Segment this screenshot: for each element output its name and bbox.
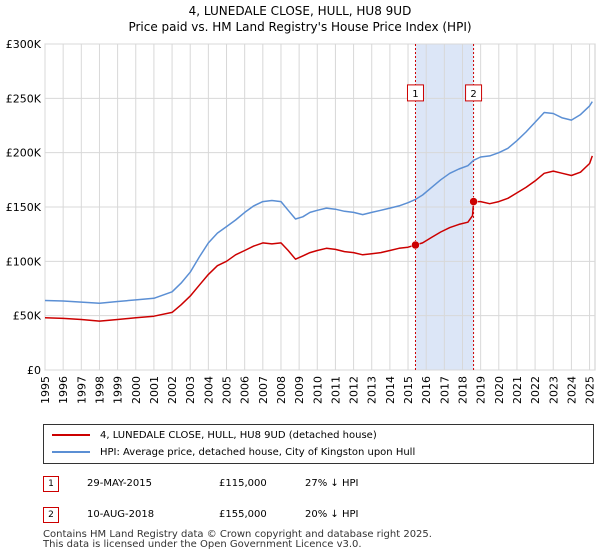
sale-row: 2 10-AUG-2018 £155,000 20% ↓ HPI <box>43 505 594 525</box>
x-tick-label: 2000 <box>130 376 143 404</box>
hpi-series-line <box>44 101 593 304</box>
sale-badge-box <box>406 84 424 102</box>
x-tick-label: 2007 <box>257 376 270 404</box>
x-tick-label: 2024 <box>565 376 578 404</box>
sale-badge-label: 1 <box>412 89 418 100</box>
sale-hpi-diff: 20% ↓ HPI <box>305 509 359 520</box>
y-tick-label: £150K <box>6 201 42 214</box>
x-tick-label: 2019 <box>475 376 488 404</box>
y-tick-label: £250K <box>6 92 42 105</box>
footer-line2: This data is licensed under the Open Gov… <box>43 539 362 550</box>
x-tick-label: 2012 <box>348 376 361 404</box>
x-tick-label: 1999 <box>112 376 125 404</box>
x-tick-label: 2018 <box>456 376 469 404</box>
x-tick-label: 2023 <box>547 376 560 404</box>
legend-label-hpi: HPI: Average price, detached house, City… <box>100 447 416 458</box>
x-tick-label: 2016 <box>420 376 433 404</box>
x-tick-label: 2025 <box>584 376 597 404</box>
price-chart: £0 £50K £100K £150K £200K £250K £300K 1995 1996 1… <box>6 38 597 404</box>
x-tick-label: 2010 <box>311 376 324 404</box>
x-tick-label: 2002 <box>166 376 179 404</box>
x-tick-label: 2009 <box>293 376 306 404</box>
y-tick-label: £50K <box>13 310 42 323</box>
x-tick-label: 2003 <box>184 376 197 404</box>
y-tick-label: £300K <box>6 38 42 51</box>
x-tick-label: 1995 <box>39 376 52 404</box>
x-tick-label: 1996 <box>57 376 70 404</box>
sale-badge-label: 2 <box>470 89 476 100</box>
x-tick-label: 2006 <box>239 376 252 404</box>
x-tick-label: 2004 <box>202 376 215 404</box>
footer-line1: Contains HM Land Registry data © Crown c… <box>43 529 432 540</box>
sale-badge-box <box>465 84 483 102</box>
sale-hpi-diff: 27% ↓ HPI <box>305 478 359 489</box>
x-tick-label: 2011 <box>329 376 342 404</box>
x-tick-label: 2021 <box>511 376 524 404</box>
x-tick-label: 2014 <box>384 376 397 404</box>
chart-title-line1: 4, LUNEDALE CLOSE, HULL, HU8 9UD <box>188 4 412 18</box>
sale-row: 1 29-MAY-2015 £115,000 27% ↓ HPI <box>43 474 594 494</box>
legend-swatch-property <box>52 434 90 436</box>
sale-point <box>469 197 478 206</box>
x-tick-label: 2015 <box>402 376 415 404</box>
x-tick-label: 1997 <box>75 376 88 404</box>
legend-swatch-hpi <box>52 451 90 453</box>
chart-title: 4, LUNEDALE CLOSE, HULL, HU8 9UD Price p… <box>0 3 600 35</box>
y-tick-label: £100K <box>6 255 42 268</box>
sale-badge: 1 <box>43 476 59 492</box>
y-tick-label: £0 <box>27 364 41 377</box>
sale-price: £155,000 <box>219 509 267 520</box>
x-tick-label: 2020 <box>493 376 506 404</box>
legend-item-hpi: HPI: Average price, detached house, City… <box>52 445 415 461</box>
legend-item-property: 4, LUNEDALE CLOSE, HULL, HU8 9UD (detach… <box>52 428 377 444</box>
sale-price: £115,000 <box>219 478 267 489</box>
x-tick-label: 2005 <box>221 376 234 404</box>
sale-date: 10-AUG-2018 <box>87 509 155 520</box>
y-tick-label: £200K <box>6 147 42 160</box>
sale-badge: 2 <box>43 507 59 523</box>
x-tick-label: 2001 <box>148 376 161 404</box>
chart-subtitle: Price paid vs. HM Land Registry's House … <box>128 20 472 34</box>
legend-label-property: 4, LUNEDALE CLOSE, HULL, HU8 9UD (detach… <box>100 430 377 441</box>
x-tick-label: 2008 <box>275 376 288 404</box>
sale-date: 29-MAY-2015 <box>87 478 153 489</box>
legend: 4, LUNEDALE CLOSE, HULL, HU8 9UD (detach… <box>43 424 594 464</box>
x-tick-label: 1998 <box>93 376 106 404</box>
sale-point <box>411 240 420 250</box>
footer: Contains HM Land Registry data © Crown c… <box>43 530 432 550</box>
x-tick-label: 2017 <box>438 376 451 404</box>
x-tick-label: 2022 <box>529 376 542 404</box>
x-tick-label: 2013 <box>366 376 379 404</box>
property-series-line <box>44 155 594 322</box>
